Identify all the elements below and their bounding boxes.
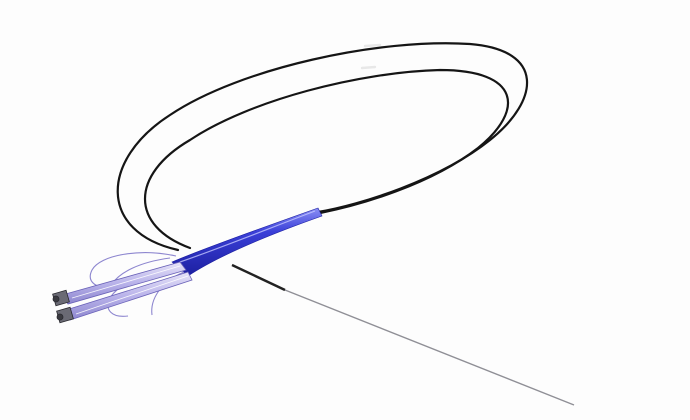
inner-loop bbox=[143, 68, 510, 250]
needle-tail-icon bbox=[231, 263, 575, 406]
tapered-sheath-icon bbox=[171, 207, 323, 277]
shaft-bundle-icon bbox=[61, 261, 193, 321]
distal-tips-icon bbox=[52, 289, 74, 324]
guidewire-loop-icon bbox=[116, 42, 528, 252]
